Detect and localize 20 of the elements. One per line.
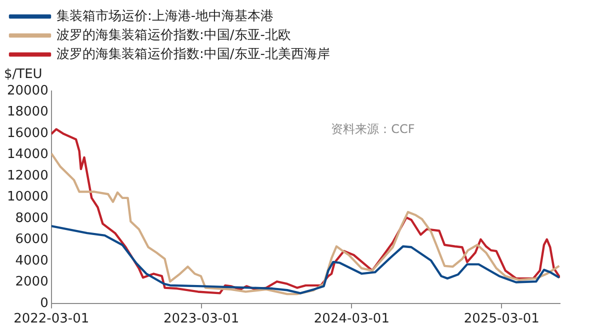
y-axis-title: $/TEU [4, 66, 42, 82]
y-tick-label: 0 [40, 296, 48, 311]
y-tick-label: 14000 [6, 147, 48, 162]
y-tick-label: 6000 [15, 232, 48, 248]
y-tick-label: 12000 [6, 168, 48, 184]
legend-label: 波罗的海集装箱运价指数:中国/东亚-北欧 [56, 28, 291, 43]
x-tick-label: 2025-03-01 [464, 312, 540, 327]
legend-label: 波罗的海集装箱运价指数:中国/东亚-北美西海岸 [56, 46, 330, 62]
y-tick-label: 16000 [6, 126, 48, 141]
x-tick-label: 2024-03-01 [314, 312, 390, 327]
y-tick-label: 2000 [15, 274, 48, 290]
x-tick-label: 2023-03-01 [164, 312, 240, 327]
x-tick-label: 2022-03-01 [14, 312, 90, 327]
y-tick-label: 20000 [6, 83, 48, 98]
y-tick-label: 10000 [6, 190, 48, 205]
annotation: 资料来源：CCF [331, 122, 415, 136]
y-tick-label: 18000 [6, 104, 48, 120]
y-tick-label: 4000 [15, 253, 48, 268]
legend-label: 集装箱市场运价:上海港-地中海基本港 [56, 8, 274, 24]
y-tick-label: 8000 [15, 210, 48, 226]
